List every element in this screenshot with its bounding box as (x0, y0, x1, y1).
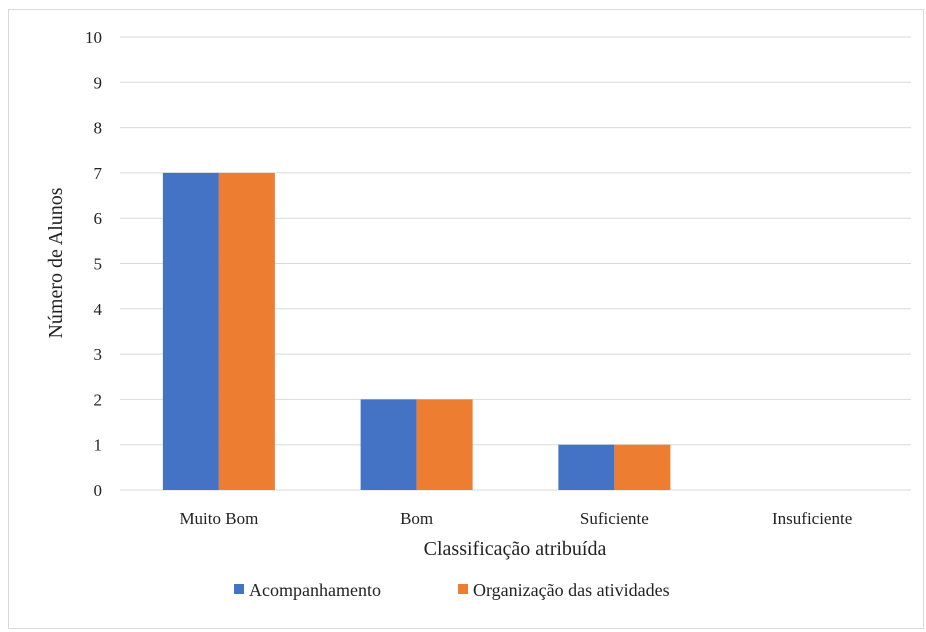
legend-label-organizacao: Organização das atividades (473, 580, 670, 600)
y-tick-label: 6 (94, 209, 103, 228)
y-tick-label: 10 (85, 28, 102, 47)
y-tick-label: 5 (94, 255, 103, 274)
x-tick-label: Insuficiente (772, 509, 852, 528)
x-tick-labels: Muito Bom Bom Suficiente Insuficiente (179, 509, 852, 528)
y-tick-label: 3 (94, 345, 103, 364)
y-tick-labels: 0 1 2 3 4 5 6 7 8 9 10 (85, 28, 103, 500)
legend-label-acompanhamento: Acompanhamento (249, 580, 381, 600)
y-tick-label: 7 (94, 164, 103, 183)
bar-organizacao-2 (614, 444, 671, 490)
bars (162, 172, 671, 490)
x-tick-label: Suficiente (580, 509, 649, 528)
bar-acompanhamento-1 (360, 399, 417, 490)
chart-frame (8, 9, 924, 629)
bar-acompanhamento-0 (162, 172, 219, 490)
legend-swatch-acompanhamento (234, 584, 244, 594)
legend: Acompanhamento Organização das atividade… (234, 580, 670, 600)
bar-organizacao-0 (218, 172, 275, 490)
legend-swatch-organizacao (458, 584, 468, 594)
y-tick-label: 0 (94, 481, 103, 500)
y-tick-label: 8 (94, 119, 103, 138)
x-tick-label: Muito Bom (179, 509, 258, 528)
y-axis-title: Número de Alunos (45, 187, 67, 338)
bar-acompanhamento-2 (558, 444, 615, 490)
y-tick-label: 4 (94, 300, 103, 319)
x-tick-label: Bom (400, 509, 433, 528)
y-tick-label: 2 (94, 390, 103, 409)
bar-organizacao-1 (416, 399, 473, 490)
y-tick-label: 9 (94, 73, 103, 92)
y-tick-label: 1 (94, 436, 103, 455)
x-axis-title: Classificação atribuída (424, 538, 607, 560)
